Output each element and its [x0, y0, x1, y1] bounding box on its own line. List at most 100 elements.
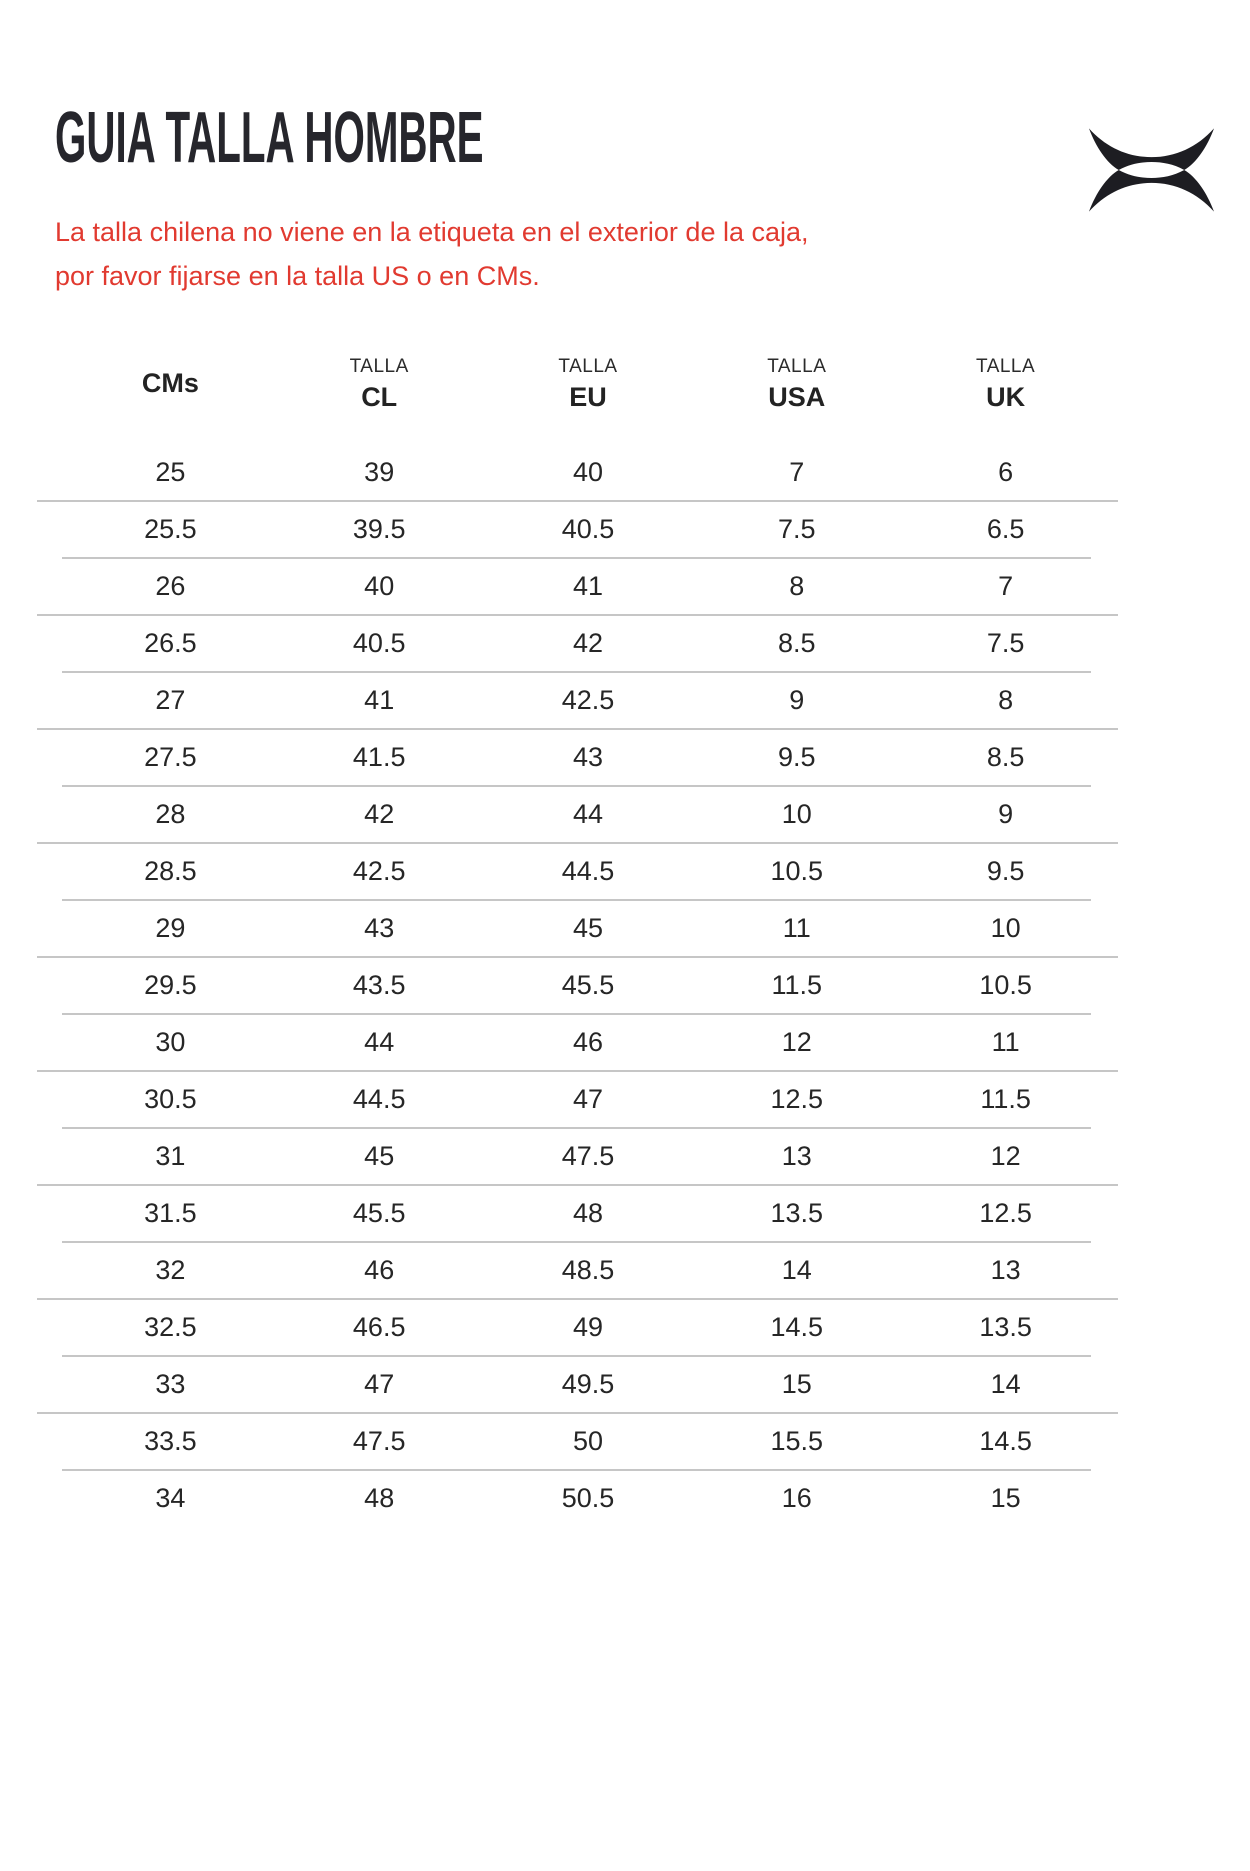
table-cell: 45: [364, 1141, 395, 1171]
table-cell: 11: [782, 913, 811, 943]
table-cell: 7.5: [986, 628, 1025, 658]
table-cell: 9.5: [778, 742, 816, 772]
size-table: CMs TALLA CL TALLA EU TALLA USA TALLA UK 25 39 40…: [37, 356, 1118, 1526]
row-divider: [62, 1127, 1091, 1129]
table-cell: 32.5: [144, 1312, 197, 1342]
table-cell: 13: [990, 1255, 1021, 1285]
table-cell: 26: [155, 571, 186, 601]
table-row: 28 42 44 10 9: [37, 787, 1118, 842]
table-cell: 14.5: [979, 1426, 1032, 1456]
size-notice: La talla chilena no viene en la etiqueta…: [55, 210, 1250, 298]
table-cell: 44.5: [352, 1084, 406, 1114]
table-cell: 46.5: [352, 1312, 406, 1342]
table-cell: 49: [572, 1312, 604, 1342]
table-cell: 32: [155, 1255, 186, 1285]
table-cell: 9: [789, 685, 805, 715]
table-cell: 48: [364, 1483, 395, 1513]
table-cell: 14: [990, 1369, 1021, 1399]
table-cell: 50: [572, 1426, 604, 1456]
table-cell: 44.5: [561, 856, 615, 886]
table-cell: 28.5: [144, 856, 197, 886]
table-cell: 15: [781, 1369, 812, 1399]
table-cell: 25.5: [144, 514, 197, 544]
page-title: GUIA TALLA HOMBRE: [55, 98, 484, 178]
table-cell: 9: [998, 799, 1014, 829]
table-cell: 12: [990, 1141, 1021, 1171]
table-cell: 10.5: [979, 970, 1032, 1000]
table-cell: 8.5: [778, 628, 816, 658]
table-cell: 8: [998, 685, 1014, 715]
notice-line-1: La talla chilena no viene en la etiqueta…: [55, 217, 809, 247]
column-label: EU: [569, 382, 607, 412]
table-cell: 16: [781, 1483, 812, 1513]
row-divider: [37, 1070, 1118, 1072]
table-cell: 33: [155, 1369, 186, 1399]
table-cell: 41: [364, 685, 395, 715]
table-cell: 12.5: [979, 1198, 1032, 1228]
table-row: 29.5 43.5 45.5 11.5 10.5: [37, 958, 1118, 1013]
table-cell: 26.5: [144, 628, 197, 658]
table-cell: 45.5: [352, 1198, 406, 1228]
table-row: 25 39 40 7 6: [37, 445, 1118, 500]
table-cell: 33.5: [144, 1426, 197, 1456]
talla-caption: TALLA: [349, 356, 409, 377]
table-cell: 30.5: [144, 1084, 197, 1114]
column-label: CL: [361, 382, 398, 412]
table-cell: 40: [572, 457, 604, 487]
table-cell: 10.5: [770, 856, 824, 886]
row-divider: [37, 500, 1118, 502]
column-header-uk: TALLA UK: [901, 356, 1110, 411]
row-divider: [62, 1013, 1091, 1015]
column-header-eu: TALLA EU: [484, 356, 693, 411]
table-cell: 15.5: [770, 1426, 824, 1456]
table-row: 32.5 46.5 49 14.5 13.5: [37, 1300, 1118, 1355]
table-cell: 47.5: [352, 1426, 406, 1456]
table-row: 27.5 41.5 43 9.5 8.5: [37, 730, 1118, 785]
table-cell: 12.5: [770, 1084, 824, 1114]
row-divider: [62, 1241, 1091, 1243]
table-row: 34 48 50.5 16 15: [37, 1471, 1118, 1526]
table-row: 29 43 45 11 10: [37, 901, 1118, 956]
table-cell: 34: [155, 1483, 186, 1513]
talla-caption: TALLA: [558, 356, 618, 377]
table-cell: 8: [789, 571, 805, 601]
row-divider: [62, 557, 1091, 559]
table-cell: 7: [998, 571, 1014, 601]
column-header-usa: TALLA USA: [692, 356, 901, 411]
table-cell: 46: [364, 1255, 395, 1285]
table-cell: 9.5: [986, 856, 1025, 886]
table-cell: 10: [781, 799, 812, 829]
column-header-cl: TALLA CL: [275, 356, 484, 411]
table-cell: 11.5: [771, 970, 823, 1000]
table-cell: 13.5: [770, 1198, 824, 1228]
row-divider: [37, 614, 1118, 616]
table-cell: 11: [991, 1027, 1020, 1057]
talla-caption: TALLA: [976, 356, 1036, 377]
column-label: UK: [986, 382, 1026, 412]
table-cell: 30: [155, 1027, 186, 1057]
table-cell: 42.5: [561, 685, 615, 715]
table-cell: 39: [364, 457, 395, 487]
table-cell: 50.5: [561, 1483, 615, 1513]
table-cell: 29: [155, 913, 186, 943]
column-label: USA: [768, 382, 826, 412]
table-cell: 42: [572, 628, 604, 658]
table-header-row: CMs TALLA CL TALLA EU TALLA USA TALLA UK: [37, 356, 1118, 411]
column-header-cms: CMs: [141, 368, 199, 398]
row-divider: [37, 1184, 1118, 1186]
table-cell: 43.5: [352, 970, 406, 1000]
table-cell: 25: [155, 457, 186, 487]
table-cell: 29.5: [144, 970, 197, 1000]
table-cell: 46: [572, 1027, 604, 1057]
table-cell: 27.5: [144, 742, 197, 772]
talla-caption: TALLA: [767, 356, 827, 377]
table-cell: 8.5: [986, 742, 1025, 772]
table-row: 27 41 42.5 9 8: [37, 673, 1118, 728]
table-row: 25.5 39.5 40.5 7.5 6.5: [37, 502, 1118, 557]
table-cell: 42.5: [352, 856, 406, 886]
table-cell: 44: [364, 1027, 395, 1057]
table-cell: 45: [572, 913, 604, 943]
table-row: 26.5 40.5 42 8.5 7.5: [37, 616, 1118, 671]
table-cell: 48.5: [561, 1255, 615, 1285]
table-row: 33 47 49.5 15 14: [37, 1357, 1118, 1412]
